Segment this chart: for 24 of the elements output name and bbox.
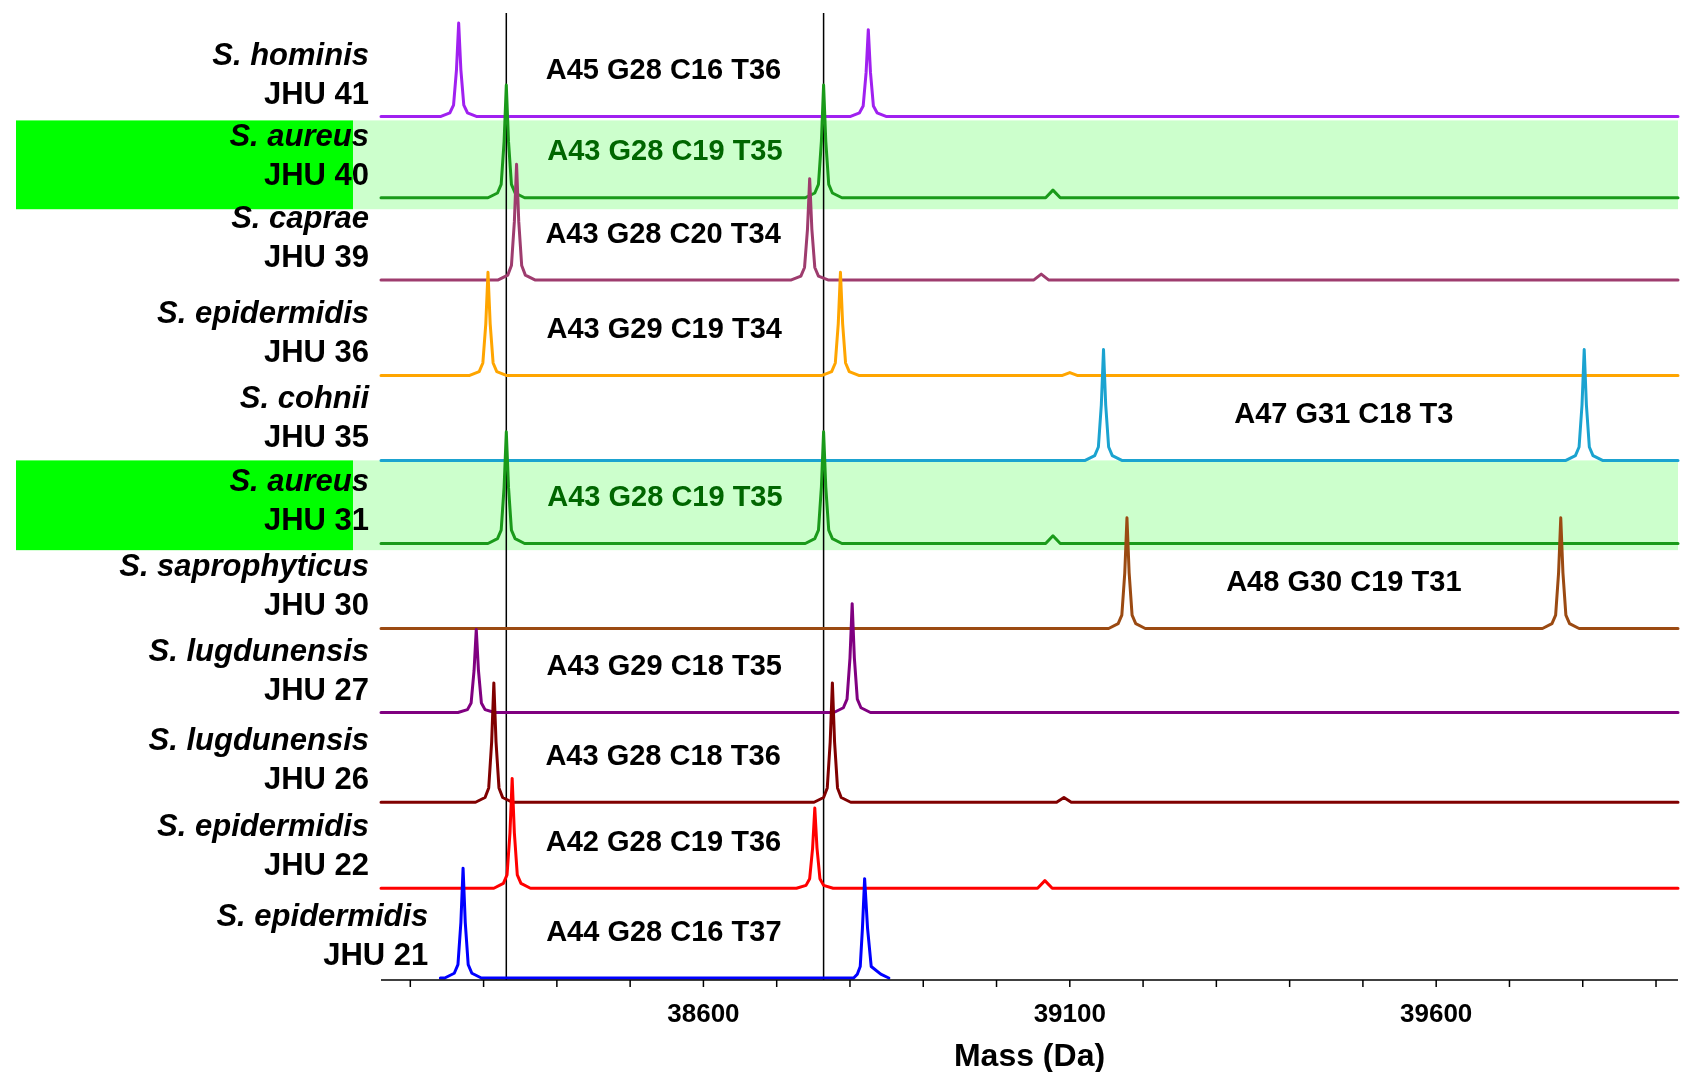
series-label: S. cohnii JHU 35 <box>239 380 371 455</box>
annotation: A45 G28 C16 T36 <box>545 53 782 86</box>
annotation: A43 G28 C19 T35 <box>547 134 783 167</box>
series-label: S. epidermidis JHU 22 <box>157 808 369 883</box>
annotation: A48 G30 C19 T31 <box>1226 565 1462 598</box>
annotation: A43 G28 C20 T34 <box>545 216 781 249</box>
annotation: A43 G29 C18 T35 <box>546 649 782 682</box>
series-label: S. hominis JHU 41 <box>212 36 369 111</box>
x-axis-title: Mass (Da) <box>953 1037 1106 1073</box>
x-tick-label: 39600 <box>1400 998 1473 1028</box>
annotation: A47 G31 C18 T3 <box>1234 397 1454 430</box>
annotation: A43 G28 C18 T36 <box>545 738 781 771</box>
annotation: A43 G28 C19 T35 <box>547 480 783 513</box>
series-label: S. lugdunensis JHU 26 <box>148 722 369 797</box>
series-label: S. saprophyticus JHU 30 <box>119 548 369 623</box>
series-label: S. lugdunensis JHU 27 <box>148 632 369 707</box>
series-label: S. epidermidis JHU 36 <box>157 295 369 370</box>
series-label: S. caprae JHU 39 <box>231 199 369 274</box>
annotation: A42 G28 C19 T36 <box>545 824 782 857</box>
x-tick-label: 38600 <box>667 998 740 1028</box>
x-tick-label: 39100 <box>1033 998 1106 1028</box>
series-label: S. epidermidis JHU 21 <box>216 898 429 972</box>
annotation: A43 G29 C19 T34 <box>546 312 782 345</box>
annotation: A44 G28 C16 T37 <box>546 914 782 947</box>
